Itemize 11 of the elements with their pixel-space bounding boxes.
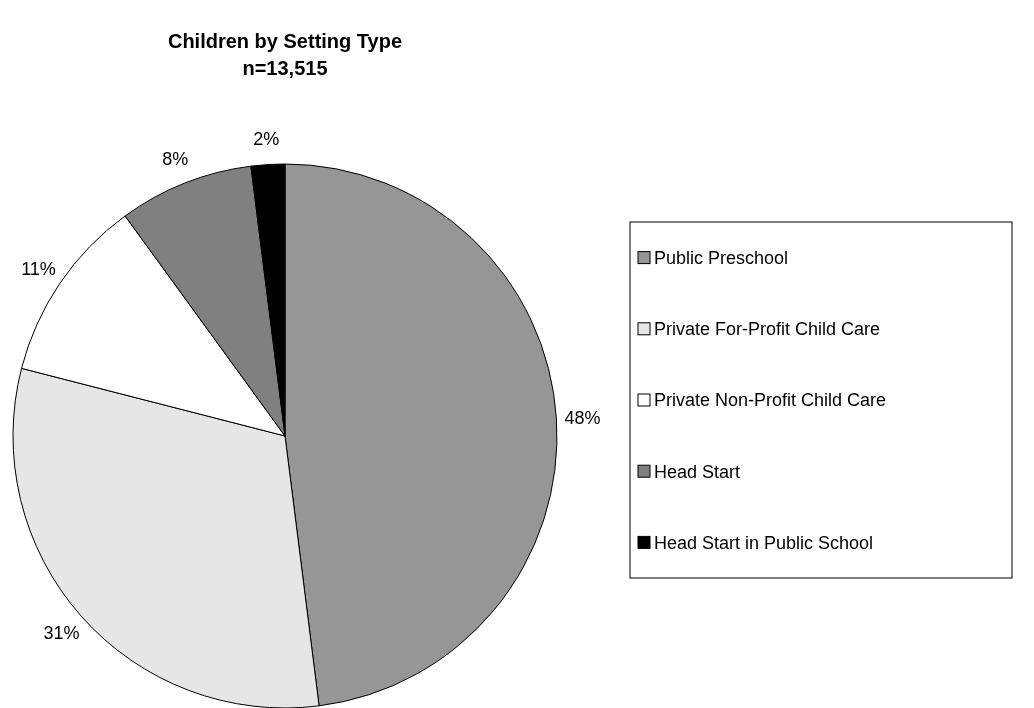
data-label: 31% — [43, 623, 80, 644]
data-label: 11% — [21, 258, 56, 279]
legend-label: Private For-Profit Child Care — [654, 319, 881, 340]
data-label: 48% — [564, 407, 601, 428]
chart-title: Children by Setting Type n=13,515 — [167, 30, 403, 79]
legend-label: Private Non-Profit Child Care — [654, 390, 887, 411]
legend-label: Head Start — [654, 461, 741, 482]
data-label: 8% — [162, 149, 189, 170]
data-label: 2% — [253, 128, 280, 149]
legend-label: Head Start in Public School — [654, 532, 874, 553]
legend-label: Public Preschool — [654, 247, 789, 268]
